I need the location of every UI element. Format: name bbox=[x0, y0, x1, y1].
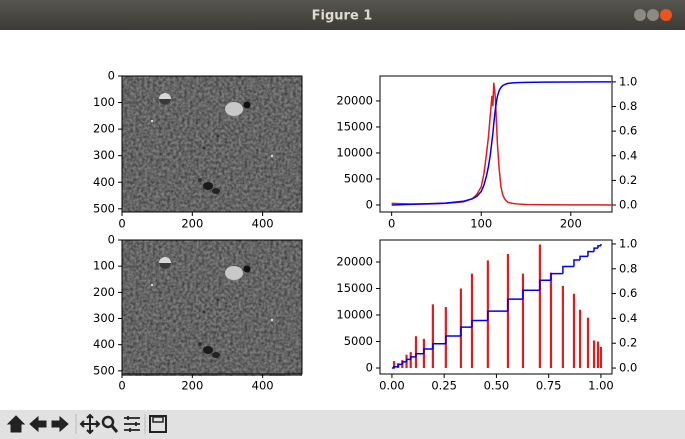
y2-tick-label: 0.2 bbox=[619, 336, 637, 350]
y-tick-label: 400 bbox=[93, 337, 115, 351]
step bbox=[460, 326, 472, 337]
close-button[interactable] bbox=[660, 9, 672, 21]
y2-tick-label: 0.4 bbox=[619, 311, 637, 325]
series-line bbox=[391, 82, 612, 206]
window-title: Figure 1 bbox=[312, 9, 373, 24]
y-tick-label: 100 bbox=[93, 259, 115, 273]
subplot: 0 200 400 0 100 200 300 400 500 bbox=[93, 69, 303, 231]
step bbox=[432, 342, 446, 350]
y2-tick-label: 1.0 bbox=[619, 74, 637, 88]
x-tick-label: 400 bbox=[252, 217, 274, 231]
step bbox=[587, 250, 595, 257]
toolbar bbox=[0, 410, 685, 439]
y-tick-label: 0 bbox=[366, 361, 373, 375]
x-tick-label: 0.00 bbox=[379, 379, 405, 393]
y-tick-label: 300 bbox=[93, 148, 115, 162]
x-tick-label: 0 bbox=[118, 217, 125, 231]
step bbox=[401, 361, 407, 365]
step bbox=[539, 279, 551, 291]
step bbox=[423, 348, 433, 354]
y-tick-label: 0 bbox=[366, 197, 373, 211]
y-tick-label: 10000 bbox=[336, 145, 373, 159]
step bbox=[562, 265, 574, 274]
x-tick-label: 400 bbox=[252, 379, 274, 393]
x-tick-label: 0.25 bbox=[431, 379, 457, 393]
y-tick-label: 500 bbox=[93, 201, 115, 215]
zoom-button[interactable] bbox=[101, 415, 119, 433]
image bbox=[122, 240, 302, 376]
y2-tick-label: 1.0 bbox=[619, 236, 637, 250]
x-tick-label: 0.50 bbox=[484, 379, 510, 393]
step bbox=[445, 335, 461, 344]
y-tick-label: 0 bbox=[108, 233, 115, 247]
axes-frame bbox=[379, 75, 613, 213]
step bbox=[397, 363, 403, 367]
step bbox=[593, 247, 598, 252]
step bbox=[522, 289, 540, 300]
y-tick-label: 5000 bbox=[344, 334, 373, 348]
subplot: 0.00 0.25 0.50 0.75 1.00 0 5000 10000 15000 20000… bbox=[336, 236, 637, 392]
y-tick-label: 15000 bbox=[336, 119, 373, 133]
y-tick-label: 500 bbox=[93, 363, 115, 377]
y2-tick-label: 0.6 bbox=[619, 124, 637, 138]
y-tick-label: 300 bbox=[93, 311, 115, 325]
step bbox=[507, 298, 523, 312]
y-tick-label: 200 bbox=[93, 285, 115, 299]
y-tick-label: 20000 bbox=[336, 93, 373, 107]
step bbox=[415, 353, 424, 357]
x-tick-label: 200 bbox=[181, 217, 203, 231]
step bbox=[487, 310, 508, 321]
subplot: 0 200 400 0 100 200 300 400 500 bbox=[93, 233, 303, 393]
minimize-button[interactable] bbox=[634, 9, 646, 21]
step bbox=[573, 259, 581, 267]
x-tick-label: 200 bbox=[560, 217, 582, 231]
pan-button[interactable] bbox=[79, 413, 101, 435]
x-tick-label: 100 bbox=[470, 217, 492, 231]
x-tick-label: 0.75 bbox=[536, 379, 562, 393]
y2-tick-label: 0.8 bbox=[619, 99, 637, 113]
maximize-button[interactable] bbox=[647, 9, 659, 21]
y2-tick-label: 0.0 bbox=[619, 361, 637, 375]
toolbar-icons bbox=[6, 413, 167, 435]
save-button[interactable] bbox=[149, 415, 167, 433]
step bbox=[471, 319, 488, 328]
image bbox=[122, 76, 302, 212]
y2-tick-label: 0.8 bbox=[619, 261, 637, 275]
step bbox=[597, 244, 601, 249]
y2-tick-label: 0.4 bbox=[619, 148, 637, 162]
axes-frame bbox=[121, 239, 303, 375]
step bbox=[409, 356, 416, 360]
y-tick-label: 200 bbox=[93, 122, 115, 136]
x-tick-label: 200 bbox=[181, 379, 203, 393]
configure-button[interactable] bbox=[124, 416, 140, 432]
step bbox=[579, 255, 588, 260]
y-tick-label: 100 bbox=[93, 95, 115, 109]
y-tick-label: 400 bbox=[93, 175, 115, 189]
y2-tick-label: 0.6 bbox=[619, 286, 637, 300]
subplot: 0 100 200 0 5000 10000 15000 20000 0.0 0.2 0.4 0.6 0… bbox=[336, 74, 637, 230]
step bbox=[405, 358, 411, 362]
toolbar-separators bbox=[75, 414, 146, 434]
y-tick-label: 5000 bbox=[344, 171, 373, 185]
y2-tick-label: 0.2 bbox=[619, 173, 637, 187]
step bbox=[391, 366, 399, 369]
axes-frame bbox=[121, 75, 303, 213]
y-tick-label: 20000 bbox=[336, 254, 373, 268]
step bbox=[550, 272, 563, 281]
y-tick-label: 10000 bbox=[336, 308, 373, 322]
x-tick-label: 0 bbox=[118, 379, 125, 393]
y-tick-label: 0 bbox=[108, 69, 115, 83]
x-tick-label: 0 bbox=[388, 217, 395, 231]
x-tick-label: 1.00 bbox=[588, 379, 614, 393]
y-tick-label: 15000 bbox=[336, 281, 373, 295]
back-button[interactable] bbox=[29, 415, 47, 433]
title-bar bbox=[0, 0, 685, 30]
y2-tick-label: 0.0 bbox=[619, 197, 637, 211]
forward-button[interactable] bbox=[51, 415, 69, 433]
home-button[interactable] bbox=[6, 415, 26, 433]
series-line bbox=[391, 81, 612, 206]
